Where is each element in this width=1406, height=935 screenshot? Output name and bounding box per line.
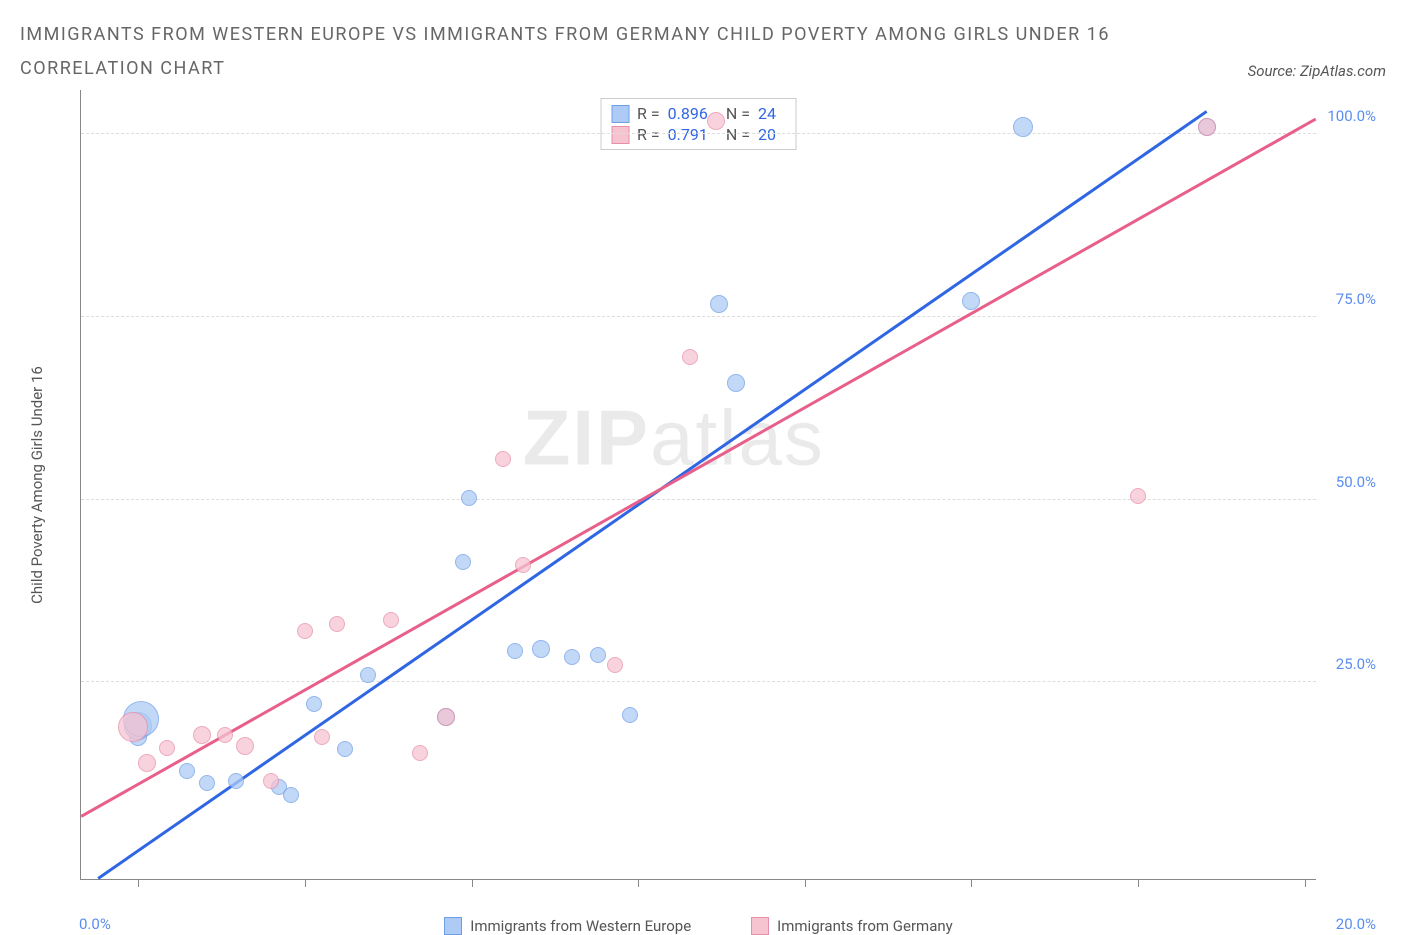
data-point [383, 612, 399, 628]
legend-label: Immigrants from Western Europe [470, 917, 691, 935]
data-point [515, 557, 531, 573]
x-axis-tick [638, 879, 639, 887]
data-point [337, 741, 353, 757]
data-point [455, 554, 471, 570]
x-axis-tick [472, 879, 473, 887]
data-point [622, 707, 638, 723]
legend-swatch [751, 917, 769, 935]
data-point [193, 726, 211, 744]
data-point [461, 490, 477, 506]
data-point [1198, 118, 1216, 136]
x-axis-tick [138, 879, 139, 887]
chart-container: Child Poverty Among Girls Under 16 ZIPat… [20, 90, 1386, 880]
data-point [707, 112, 725, 130]
data-point [962, 292, 980, 310]
legend-item: Immigrants from Germany [751, 917, 953, 935]
data-point [682, 349, 698, 365]
x-axis-tick [1305, 879, 1306, 887]
x-axis-tick [1138, 879, 1139, 887]
data-point [1130, 488, 1146, 504]
chart-title: IMMIGRANTS FROM WESTERN EUROPE VS IMMIGR… [20, 18, 1140, 86]
data-point [1013, 117, 1033, 137]
y-axis-title: Child Poverty Among Girls Under 16 [28, 366, 46, 604]
legend-item: Immigrants from Western Europe [444, 917, 691, 935]
data-point [329, 616, 345, 632]
data-point [297, 623, 313, 639]
correlation-stats-box: R = 0.896N = 24R = 0.791N = 20 [600, 98, 797, 150]
data-point [360, 667, 376, 683]
x-axis-end-label: 20.0% [1336, 915, 1376, 933]
x-axis-tick [305, 879, 306, 887]
stats-row: R = 0.791N = 20 [611, 124, 786, 145]
legend: Immigrants from Western Europe Immigrants… [81, 917, 1316, 935]
data-point [437, 708, 455, 726]
data-point [217, 727, 233, 743]
gridline [81, 133, 1316, 134]
data-point [263, 773, 279, 789]
data-point [412, 745, 428, 761]
data-point [199, 775, 215, 791]
gridline [81, 316, 1316, 317]
gridline [81, 681, 1316, 682]
stats-row: R = 0.896N = 24 [611, 103, 786, 124]
legend-swatch [444, 917, 462, 935]
regression-line [80, 117, 1316, 817]
legend-swatch [611, 126, 629, 144]
data-point [236, 737, 254, 755]
source-label: Source: ZipAtlas.com [1248, 62, 1386, 86]
y-axis-tick-label: 50.0% [1336, 473, 1376, 491]
legend-swatch [611, 105, 629, 123]
data-point [179, 763, 195, 779]
data-point [564, 649, 580, 665]
y-axis-tick-label: 75.0% [1336, 290, 1376, 308]
data-point [118, 712, 148, 742]
data-point [507, 643, 523, 659]
data-point [159, 740, 175, 756]
legend-label: Immigrants from Germany [777, 917, 953, 935]
data-point [727, 374, 745, 392]
data-point [495, 451, 511, 467]
data-point [314, 729, 330, 745]
data-point [306, 696, 322, 712]
data-point [228, 773, 244, 789]
data-point [138, 754, 156, 772]
x-axis-tick [805, 879, 806, 887]
data-point [710, 295, 728, 313]
plot-area: Child Poverty Among Girls Under 16 ZIPat… [80, 90, 1316, 880]
y-axis-tick-label: 100.0% [1327, 107, 1376, 125]
data-point [607, 657, 623, 673]
y-axis-tick-label: 25.0% [1336, 655, 1376, 673]
data-point [283, 787, 299, 803]
x-axis-tick [971, 879, 972, 887]
data-point [532, 640, 550, 658]
data-point [590, 647, 606, 663]
